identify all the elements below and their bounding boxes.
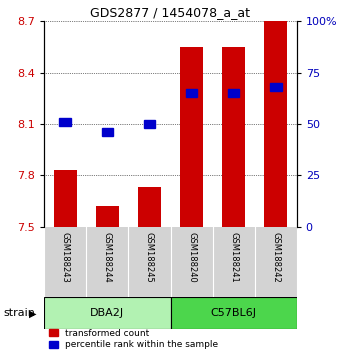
Bar <box>264 21 287 227</box>
Bar <box>44 297 170 329</box>
Bar <box>170 297 297 329</box>
Bar <box>138 187 161 227</box>
Bar <box>270 83 282 91</box>
Text: GSM188243: GSM188243 <box>61 232 70 283</box>
Text: GSM188241: GSM188241 <box>229 232 238 283</box>
Legend: transformed count, percentile rank within the sample: transformed count, percentile rank withi… <box>49 329 218 349</box>
Bar <box>96 206 119 227</box>
Text: GSM188245: GSM188245 <box>145 232 154 283</box>
Bar <box>186 89 197 97</box>
Text: GSM188244: GSM188244 <box>103 232 112 283</box>
Text: GSM188240: GSM188240 <box>187 232 196 283</box>
Text: C57BL6J: C57BL6J <box>211 308 256 318</box>
Bar <box>102 128 113 136</box>
Bar <box>228 89 239 97</box>
Text: strain: strain <box>3 308 35 318</box>
Bar <box>54 170 77 227</box>
Text: ▶: ▶ <box>29 308 36 318</box>
Bar <box>180 47 203 227</box>
Bar <box>59 118 71 126</box>
Bar <box>222 47 245 227</box>
Text: DBA2J: DBA2J <box>90 308 124 318</box>
Bar <box>144 120 155 128</box>
Title: GDS2877 / 1454078_a_at: GDS2877 / 1454078_a_at <box>90 6 251 19</box>
Text: GSM188242: GSM188242 <box>271 232 280 283</box>
